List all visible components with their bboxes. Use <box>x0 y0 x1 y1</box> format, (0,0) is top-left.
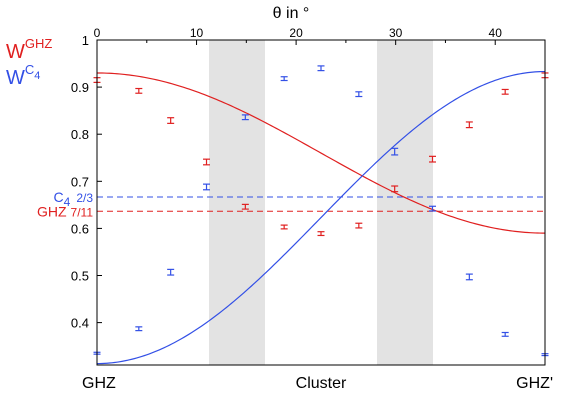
top-axis-tick-label: 40 <box>489 26 503 40</box>
left-axis-tick-label: 0.7 <box>71 174 89 189</box>
series-curve-c4 <box>96 70 546 365</box>
data-point-ghz <box>280 224 288 230</box>
reference-label-c4: C4 2/3 <box>54 189 94 209</box>
data-point-ghz <box>317 231 325 237</box>
top-axis-tick-label: 20 <box>289 26 303 40</box>
top-axis-label: θ in ° <box>273 5 310 22</box>
bottom-axis-label: GHZ' <box>516 375 553 392</box>
data-point-ghz <box>391 185 399 193</box>
data-point-ghz <box>429 155 437 163</box>
data-point-ghz <box>135 87 143 94</box>
data-point-c4 <box>391 147 399 156</box>
data-point-c4 <box>429 205 437 212</box>
left-axis-tick-label: 0.6 <box>71 221 89 236</box>
bottom-axis-label: Cluster <box>296 375 347 392</box>
data-point-c4 <box>135 326 143 332</box>
shaded-region-1 <box>209 40 265 365</box>
data-point-ghz <box>167 117 175 124</box>
data-point-c4 <box>317 65 325 72</box>
left-axis-tick-label: 0.9 <box>71 80 89 95</box>
bottom-axis-label: GHZ <box>82 375 116 392</box>
data-point-ghz <box>241 203 249 210</box>
data-point-ghz <box>355 222 363 229</box>
legend-label-ghz: WGHZ <box>6 36 52 63</box>
top-axis-tick-label: 0 <box>94 26 101 40</box>
reference-label-ghz: GHZ 7/11 <box>37 203 93 219</box>
data-point-c4 <box>203 183 211 191</box>
top-axis-tick-label: 10 <box>190 26 204 40</box>
data-point-c4 <box>241 114 249 121</box>
left-axis-tick-label: 0.4 <box>71 316 89 331</box>
shaded-region-2 <box>377 40 433 365</box>
data-point-c4 <box>501 331 509 337</box>
data-point-c4 <box>167 268 175 276</box>
top-axis-tick-label: 30 <box>389 26 403 40</box>
plot-frame <box>96 39 546 366</box>
left-axis-tick-label: 1 <box>82 33 89 48</box>
data-point-ghz <box>465 121 473 129</box>
data-point-c4 <box>465 273 473 281</box>
legend-label-c4: WC4 <box>6 62 40 89</box>
data-point-ghz <box>501 88 509 95</box>
left-axis-tick-label: 0.5 <box>71 269 89 284</box>
data-point-c4 <box>280 76 288 82</box>
data-point-ghz <box>203 158 211 166</box>
series-curve-ghz <box>96 72 546 234</box>
left-axis-tick-label: 0.8 <box>71 127 89 142</box>
data-point-c4 <box>355 91 363 98</box>
